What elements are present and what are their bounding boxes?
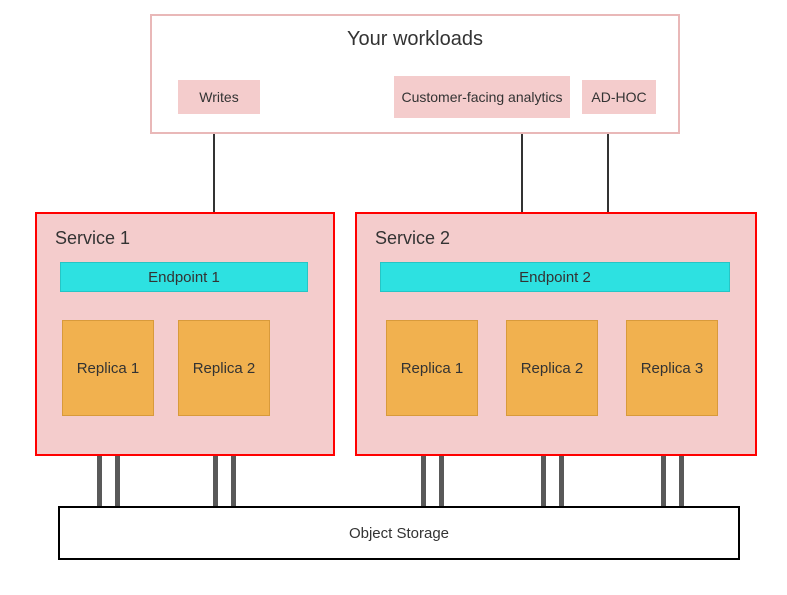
service1-title: Service 1 bbox=[55, 228, 130, 249]
service2-replica-1: Replica 1 bbox=[386, 320, 478, 416]
service1-replica-2: Replica 2 bbox=[178, 320, 270, 416]
service1-replica-1: Replica 1 bbox=[62, 320, 154, 416]
replica-label: Replica 1 bbox=[77, 360, 140, 377]
workload-item-label: Customer-facing analytics bbox=[401, 89, 562, 106]
endpoint-label: Endpoint 2 bbox=[519, 269, 591, 286]
service2-replica-3: Replica 3 bbox=[626, 320, 718, 416]
replica-label: Replica 1 bbox=[401, 360, 464, 377]
service2-title: Service 2 bbox=[375, 228, 450, 249]
workloads-title: Your workloads bbox=[347, 28, 483, 51]
replica-label: Replica 2 bbox=[521, 360, 584, 377]
object-storage-label: Object Storage bbox=[349, 525, 449, 542]
service2-replica-2: Replica 2 bbox=[506, 320, 598, 416]
workload-item-writes: Writes bbox=[178, 80, 260, 114]
service2-endpoint: Endpoint 2 bbox=[380, 262, 730, 292]
object-storage: Object Storage bbox=[58, 506, 740, 560]
service1-endpoint: Endpoint 1 bbox=[60, 262, 308, 292]
replica-label: Replica 3 bbox=[641, 360, 704, 377]
workload-item-cfa: Customer-facing analytics bbox=[394, 76, 570, 118]
workload-item-label: AD-HOC bbox=[591, 89, 646, 106]
workload-item-label: Writes bbox=[199, 89, 238, 106]
replica-label: Replica 2 bbox=[193, 360, 256, 377]
endpoint-label: Endpoint 1 bbox=[148, 269, 220, 286]
workload-item-adhoc: AD-HOC bbox=[582, 80, 656, 114]
